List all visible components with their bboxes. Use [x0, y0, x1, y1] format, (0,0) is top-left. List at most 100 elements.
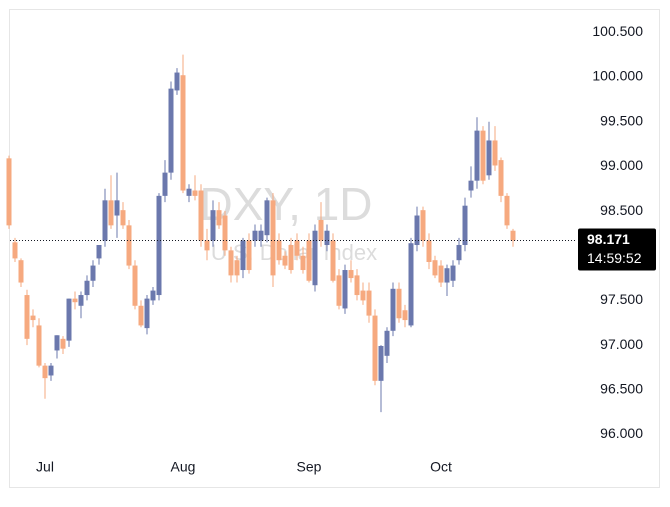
candle-body — [210, 210, 216, 241]
candle-body — [132, 265, 138, 306]
candle-body — [264, 200, 270, 236]
candle-body — [222, 215, 228, 251]
candle-body — [228, 250, 234, 276]
candle-body — [456, 245, 462, 261]
y-tick-label: 99.500 — [600, 112, 643, 128]
candle-body — [372, 315, 378, 381]
candle-body — [342, 270, 348, 309]
y-tick-label: 99.000 — [600, 157, 643, 173]
x-tick-label: Oct — [430, 459, 452, 475]
x-tick-label: Aug — [171, 459, 196, 475]
candle-body — [462, 205, 468, 246]
candle-body — [24, 295, 30, 339]
candle-body — [402, 310, 408, 321]
y-tick-label: 97.500 — [600, 291, 643, 307]
candle-body — [192, 190, 198, 196]
x-tick-label: Jul — [36, 459, 54, 475]
candle-body — [396, 288, 402, 319]
last-price-box — [578, 228, 656, 271]
candle-body — [348, 270, 354, 279]
candle-body — [366, 290, 372, 316]
candle-body — [300, 255, 306, 271]
chart-frame — [9, 9, 660, 488]
candle-body — [354, 275, 360, 296]
candle-body — [330, 240, 336, 281]
candle-body — [30, 315, 36, 321]
candle-body — [108, 200, 114, 226]
candle-body — [120, 210, 126, 226]
candle-body — [444, 268, 450, 283]
candle-body — [294, 240, 300, 256]
y-tick-label: 100.500 — [592, 23, 643, 39]
candle-body — [324, 230, 330, 246]
candle-body — [450, 265, 456, 281]
candle-body — [66, 298, 72, 341]
candle-body — [138, 305, 144, 326]
candle-body — [258, 230, 264, 241]
candle-body — [276, 240, 282, 261]
candle-body — [426, 240, 432, 262]
candle-body — [474, 130, 480, 181]
candle-body — [384, 330, 390, 356]
candle-body — [114, 200, 120, 216]
watermark-title: DXY, 1D — [199, 178, 372, 230]
candle-body — [204, 240, 210, 251]
candle-body — [180, 75, 186, 191]
candle-body — [390, 288, 396, 331]
y-tick-label: 96.500 — [600, 380, 643, 396]
candle-body — [468, 180, 474, 191]
candle-body — [282, 255, 288, 266]
candle-body — [270, 200, 276, 276]
candle-body — [486, 140, 492, 176]
candle-body — [234, 260, 240, 276]
candle-body — [420, 210, 426, 241]
y-tick-label: 96.000 — [600, 425, 643, 441]
candle-body — [36, 325, 42, 366]
y-tick-label: 98.500 — [600, 202, 643, 218]
last-price-label: 98.171 — [587, 231, 630, 247]
candle-body — [54, 335, 60, 351]
candle-body — [186, 188, 192, 196]
candle-body — [498, 160, 504, 196]
candle-body — [336, 275, 342, 306]
candle-body — [84, 280, 90, 296]
candle-body — [246, 240, 252, 271]
candle-body — [312, 230, 318, 286]
x-tick-label: Sep — [297, 459, 322, 475]
candle-body — [504, 195, 510, 226]
candle-body — [288, 245, 294, 271]
candle-body — [144, 298, 150, 329]
candle-body — [96, 245, 102, 259]
candle-body — [174, 72, 180, 91]
candle-body — [90, 265, 96, 281]
candle-body — [150, 290, 156, 301]
candle-body — [492, 140, 498, 166]
candle-body — [42, 365, 48, 379]
candle-body — [78, 295, 84, 306]
countdown-label: 14:59:52 — [587, 250, 642, 266]
y-tick-label: 100.000 — [592, 68, 643, 84]
candle-body — [252, 230, 258, 241]
candle-body — [18, 260, 24, 283]
candle-body — [306, 240, 312, 281]
candle-body — [168, 88, 174, 173]
candle-body — [438, 265, 444, 283]
candle-body — [240, 240, 246, 271]
candle-body — [162, 172, 168, 196]
candle-body — [408, 243, 414, 326]
candle-body — [432, 260, 438, 276]
y-tick-label: 97.000 — [600, 336, 643, 352]
candle-body — [102, 200, 108, 241]
candle-body — [378, 345, 384, 381]
candle-body — [216, 210, 222, 226]
candle-body — [414, 215, 420, 246]
candle-body — [12, 242, 18, 259]
candle-body — [198, 190, 204, 241]
candle-body — [510, 230, 516, 241]
candle-body — [48, 365, 54, 376]
candle-body — [156, 195, 162, 296]
candle-body — [480, 130, 486, 181]
candle-body — [126, 225, 132, 266]
candle-body — [6, 158, 12, 226]
